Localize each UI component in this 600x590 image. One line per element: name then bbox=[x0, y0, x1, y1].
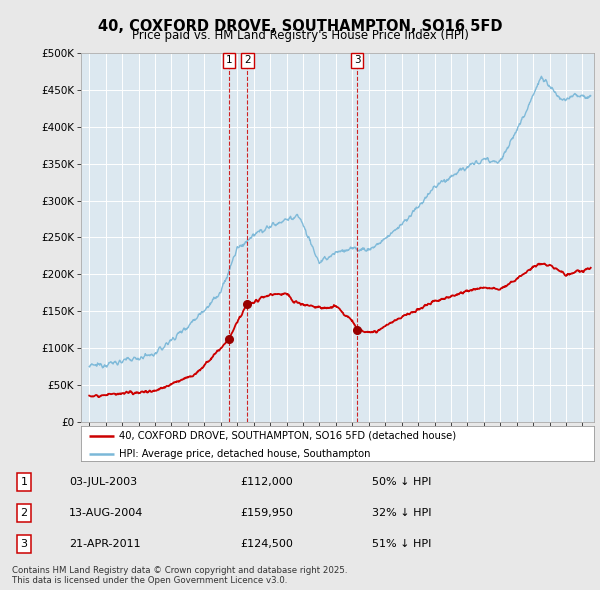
Text: Price paid vs. HM Land Registry's House Price Index (HPI): Price paid vs. HM Land Registry's House … bbox=[131, 30, 469, 42]
Text: 40, COXFORD DROVE, SOUTHAMPTON, SO16 5FD (detached house): 40, COXFORD DROVE, SOUTHAMPTON, SO16 5FD… bbox=[119, 431, 457, 441]
Text: £124,500: £124,500 bbox=[240, 539, 293, 549]
Text: £159,950: £159,950 bbox=[240, 508, 293, 518]
Text: 50% ↓ HPI: 50% ↓ HPI bbox=[372, 477, 431, 487]
Text: 3: 3 bbox=[354, 55, 361, 65]
Text: 1: 1 bbox=[226, 55, 232, 65]
Text: 3: 3 bbox=[20, 539, 28, 549]
Text: 13-AUG-2004: 13-AUG-2004 bbox=[69, 508, 143, 518]
Text: 2: 2 bbox=[244, 55, 251, 65]
Text: 40, COXFORD DROVE, SOUTHAMPTON, SO16 5FD: 40, COXFORD DROVE, SOUTHAMPTON, SO16 5FD bbox=[98, 19, 502, 34]
Text: Contains HM Land Registry data © Crown copyright and database right 2025.
This d: Contains HM Land Registry data © Crown c… bbox=[12, 566, 347, 585]
Text: 03-JUL-2003: 03-JUL-2003 bbox=[69, 477, 137, 487]
Text: £112,000: £112,000 bbox=[240, 477, 293, 487]
Text: 21-APR-2011: 21-APR-2011 bbox=[69, 539, 140, 549]
Text: 51% ↓ HPI: 51% ↓ HPI bbox=[372, 539, 431, 549]
Text: HPI: Average price, detached house, Southampton: HPI: Average price, detached house, Sout… bbox=[119, 448, 371, 458]
Text: 1: 1 bbox=[20, 477, 28, 487]
Text: 32% ↓ HPI: 32% ↓ HPI bbox=[372, 508, 431, 518]
Text: 2: 2 bbox=[20, 508, 28, 518]
